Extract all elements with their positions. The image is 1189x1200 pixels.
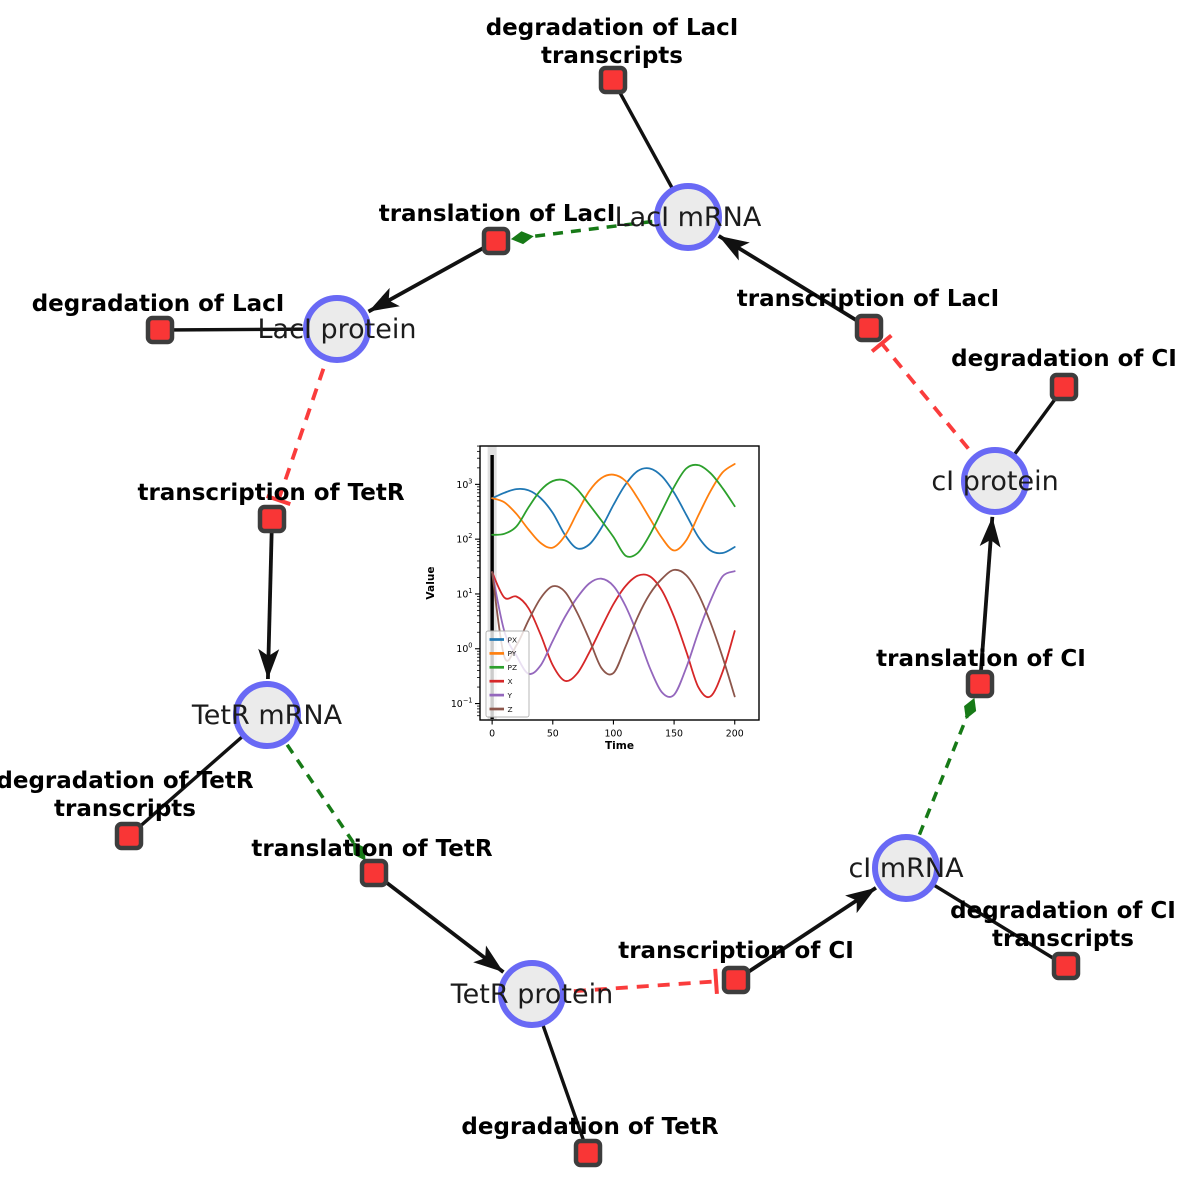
svg-text:10−1: 10−1	[451, 696, 473, 710]
chart-series	[491, 463, 736, 698]
species-node-laci_mrna	[654, 183, 722, 251]
reaction-node-deg_tetr	[573, 1138, 603, 1168]
edge-transcr_ci-ci_mrna-production	[734, 886, 877, 982]
reaction-label-transl_ci: translation of CI	[876, 646, 1086, 672]
arrowhead-icon	[845, 887, 876, 914]
legend-label-X: X	[508, 677, 513, 686]
reaction-node-transl_tetr	[359, 858, 389, 888]
edge-transl_ci-ci_protein-production	[978, 516, 1001, 685]
reaction-label-transl_tetr: translation of TetR	[251, 836, 492, 862]
reaction-node-deg_ci	[1049, 372, 1079, 402]
arrowhead-icon	[718, 235, 750, 261]
legend-label-Z: Z	[508, 705, 513, 714]
species-node-tetr_mrna	[233, 681, 301, 749]
svg-text:0: 0	[489, 729, 495, 740]
species-label-ci_protein: cI protein	[931, 466, 1058, 497]
reaction-node-transl_laci	[481, 226, 511, 256]
species-label-tetr_mrna: TetR mRNA	[191, 700, 343, 731]
label-layer: LacI mRNA LacI protein TetR mRNA TetR prote…	[0, 15, 1177, 1140]
species-label-ci_mrna: cI mRNA	[848, 853, 964, 884]
reaction-label-deg_laci_tr: degradation of LacI transcripts	[486, 15, 739, 69]
modifier-diamond-icon	[510, 231, 534, 245]
inhibition-tbar-icon	[265, 494, 291, 507]
reaction-label-deg_tetr: degradation of TetR	[461, 1114, 718, 1140]
x-axis-label: Time	[605, 740, 634, 752]
reaction-label-deg_ci_tr: degradation of CI transcripts	[950, 898, 1176, 952]
arrowhead-icon	[473, 945, 504, 973]
svg-text:102: 102	[456, 532, 472, 546]
reaction-node-transcr_laci	[854, 313, 884, 343]
reaction-label-transcr_laci: transcription of LacI	[737, 286, 1000, 312]
reaction-node-transl_ci	[965, 669, 995, 699]
series-line-Y	[491, 570, 736, 698]
svg-text:100: 100	[604, 729, 622, 740]
species-label-laci_mrna: LacI mRNA	[615, 202, 762, 233]
reaction-label-transcr_tetr: transcription of TetR	[137, 480, 404, 506]
svg-text:101: 101	[456, 587, 472, 601]
svg-text:100: 100	[456, 642, 472, 656]
edge-transl_tetr-tetr_protein-production	[372, 871, 505, 974]
modifier-diamond-icon	[352, 841, 366, 861]
series-line-PY	[491, 463, 736, 552]
chart-ticks: 0 50 100 150 200 10−1 100 101 102 103	[451, 445, 744, 740]
species-label-laci_protein: LacI protein	[258, 314, 417, 345]
svg-text:103: 103	[456, 477, 472, 491]
svg-text:150: 150	[665, 729, 683, 740]
arrowhead-icon	[979, 516, 1001, 548]
edge-transcr_tetr-tetr_mrna-production	[258, 518, 280, 680]
inhibition-tbar-icon	[870, 333, 893, 353]
modifier-diamond-icon	[964, 697, 977, 720]
legend-label-PZ: PZ	[508, 663, 518, 672]
edge-ci_mrna-transl_ci-modifier	[904, 697, 977, 869]
edge-transcr_laci-laci_mrna-production	[717, 234, 870, 330]
inhibition-tbar-icon	[713, 968, 719, 994]
chart-legend: PX PY PZ XYZ	[485, 630, 530, 718]
edge-transl_laci-laci_protein-production	[367, 239, 497, 314]
svg-text:200: 200	[726, 729, 744, 740]
reaction-node-transcr_ci	[721, 965, 751, 995]
species-node-tetr_protein	[498, 960, 566, 1028]
species-node-laci_protein	[303, 295, 371, 363]
arrowhead-icon	[258, 648, 280, 680]
edge-laci_mrna-transl_laci-modifier	[510, 215, 689, 245]
legend-label-PX: PX	[508, 635, 518, 644]
species-node-ci_protein	[961, 447, 1029, 515]
reaction-node-transcr_tetr	[257, 504, 287, 534]
reaction-label-deg_tetr_tr: degradation of TetR transcripts	[0, 768, 254, 822]
axes-frame	[479, 445, 760, 721]
reaction-node-deg_laci	[145, 315, 175, 345]
arrowhead-icon	[368, 287, 400, 312]
reaction-node-deg_ci_tr	[1051, 951, 1081, 981]
reaction-label-transcr_ci: transcription of CI	[618, 938, 854, 964]
reaction-label-transl_laci: translation of LacI	[379, 201, 616, 227]
svg-text:50: 50	[547, 729, 559, 740]
species-label-tetr_protein: TetR protein	[450, 979, 613, 1010]
reaction-label-deg_laci: degradation of LacI	[32, 291, 285, 317]
series-line-PZ	[491, 463, 736, 558]
series-line-PX	[491, 467, 736, 555]
legend-label-PY: PY	[508, 649, 517, 658]
series-line-Z	[491, 568, 736, 698]
inset-chart: 0 50 100 150 20010−1100101102103TimeValuePXP…	[425, 445, 760, 752]
reaction-node-deg_tetr_tr	[114, 821, 144, 851]
node-layer	[114, 65, 1081, 1168]
y-axis-label: Value	[425, 566, 437, 599]
species-node-ci_mrna	[872, 834, 940, 902]
reaction-node-deg_laci_tr	[598, 65, 628, 95]
reaction-label-deg_ci: degradation of CI	[951, 346, 1177, 372]
legend-label-Y: Y	[507, 691, 513, 700]
